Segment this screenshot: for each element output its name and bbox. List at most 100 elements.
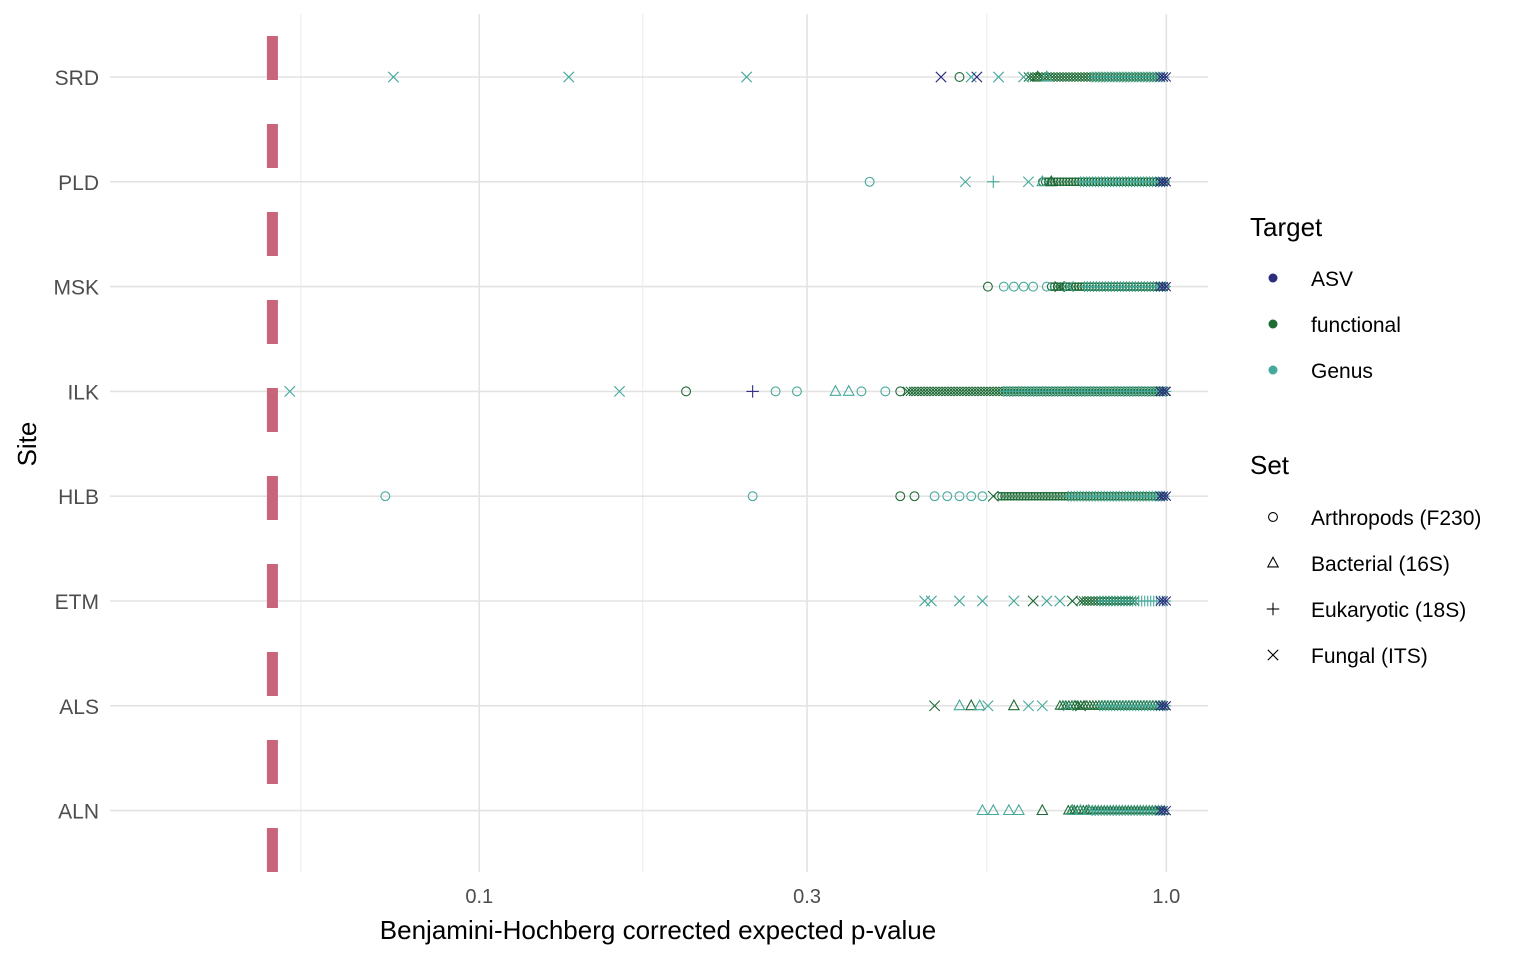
point-etm-52 — [1041, 595, 1053, 607]
point-etm-54 — [1066, 595, 1078, 607]
point-msk-17 — [982, 281, 993, 292]
y-tick-label-srd: SRD — [55, 67, 99, 90]
point-ilk-28 — [746, 385, 759, 398]
point-srd-2 — [741, 71, 753, 83]
point-msk-22 — [1041, 281, 1052, 292]
point-srd-5 — [965, 71, 977, 83]
point-hlb-42 — [954, 491, 965, 502]
y-tick-label-aln: ALN — [58, 801, 99, 824]
point-dense-5-2 — [1161, 176, 1172, 187]
point-als-55 — [929, 700, 941, 712]
point-als-56 — [953, 698, 966, 711]
point-dense-12-3 — [1003, 491, 1012, 501]
point-aln-66 — [987, 803, 1000, 816]
point-hlb-45 — [987, 490, 999, 502]
point-dense-12-2 — [1000, 491, 1009, 501]
dense-cluster-etm-genus — [1094, 595, 1172, 607]
point-dense-12-11 — [1027, 491, 1036, 501]
dense-cluster-ilk-asv — [1155, 386, 1172, 397]
point-dense-12-12 — [1030, 491, 1039, 501]
legend-key-functional — [1268, 319, 1278, 329]
point-dense-12-17 — [1045, 491, 1054, 501]
point-dense-3-6 — [1055, 177, 1065, 187]
point-ilk-25 — [284, 385, 296, 397]
point-aln-65 — [976, 803, 989, 816]
y-tick-label-msk: MSK — [53, 277, 99, 300]
point-ilk-27 — [681, 386, 692, 397]
point-etm-51 — [1027, 595, 1039, 607]
point-dense-23-1 — [1158, 805, 1169, 816]
point-msk-18 — [998, 281, 1009, 292]
point-dense-7-27 — [1160, 281, 1171, 292]
y-axis-ticks: ALN ALS ETM HLB ILK MSK PLD SRD — [53, 67, 99, 824]
point-als-59 — [982, 700, 994, 712]
y-tick-label-als: ALS — [59, 696, 99, 719]
point-pld-16 — [1045, 174, 1058, 187]
point-aln-70 — [1066, 803, 1079, 816]
point-dense-12-15 — [1039, 491, 1048, 501]
dense-cluster-pld-asv — [1155, 176, 1172, 187]
point-hlb-37 — [747, 491, 758, 502]
point-srd-7 — [992, 71, 1005, 83]
point-hlb-36 — [380, 491, 391, 502]
point-als-57 — [965, 698, 978, 711]
grid-lines — [110, 14, 1208, 872]
point-dense-6-5 — [1061, 282, 1071, 291]
dense-cluster-msk-asv — [1155, 281, 1172, 292]
point-ilk-32 — [842, 384, 855, 396]
x-axis-ticks: 0.1 0.3 1.0 — [465, 886, 1180, 908]
point-srd-6 — [971, 71, 983, 83]
legend-key-genus — [1268, 365, 1278, 375]
point-hlb-44 — [977, 491, 988, 502]
data-points — [284, 70, 1172, 816]
point-dense-6-0 — [1046, 282, 1056, 291]
point-srd-4 — [954, 72, 965, 82]
point-pld-12 — [959, 176, 971, 188]
legend-key-asv — [1268, 273, 1278, 283]
point-etm-50 — [1008, 595, 1020, 607]
x-tick-label-1: 0.3 — [793, 886, 821, 908]
x-tick-label-0: 0.1 — [465, 886, 493, 908]
point-dense-12-16 — [1042, 491, 1051, 501]
point-etm-48 — [953, 595, 966, 607]
point-dense-20-1 — [1158, 700, 1169, 711]
point-dense-23-2 — [1161, 805, 1172, 816]
dense-cluster-hlb-genus — [1062, 490, 1170, 502]
point-dense-12-18 — [1048, 491, 1057, 501]
dense-cluster-srd-asv — [1155, 72, 1172, 82]
legend: Target ASV functional Genus Set Arthropods… — [1250, 212, 1481, 668]
point-dense-12-14 — [1036, 491, 1045, 501]
point-dense-6-6 — [1064, 282, 1074, 291]
legend-key-circle — [1268, 512, 1278, 522]
point-etm-49 — [976, 595, 989, 607]
point-msk-20 — [1018, 281, 1029, 292]
dense-cluster-aln-genus — [1086, 805, 1170, 816]
point-dense-14-2 — [1161, 491, 1172, 502]
point-aln-69 — [1036, 803, 1049, 816]
legend-key-cross — [1267, 649, 1279, 661]
point-als-61 — [1022, 700, 1035, 712]
point-als-62 — [1036, 700, 1048, 712]
point-srd-3 — [935, 71, 947, 83]
point-dense-6-2 — [1052, 282, 1062, 291]
dense-cluster-ilk-genus — [998, 386, 1172, 397]
point-msk-19 — [1008, 281, 1019, 292]
point-hlb-40 — [929, 491, 940, 502]
point-dense-2-1 — [1158, 72, 1169, 82]
point-dense-12-7 — [1015, 491, 1024, 501]
x-tick-label-2: 1.0 — [1152, 886, 1180, 908]
legend-key-plus — [1266, 602, 1280, 616]
point-ilk-31 — [829, 384, 842, 396]
point-pld-11 — [864, 176, 875, 187]
dense-cluster-als-asv — [1155, 700, 1172, 711]
legend-label-plus: Eukaryotic (18S) — [1311, 599, 1466, 622]
y-tick-label-etm: ETM — [55, 591, 99, 614]
point-pld-15 — [1036, 174, 1049, 187]
point-dense-5-1 — [1158, 176, 1169, 187]
point-srd-10 — [1040, 70, 1053, 82]
point-aln-68 — [1012, 803, 1025, 816]
point-dense-3-9 — [1064, 177, 1074, 187]
point-aln-72 — [1082, 803, 1095, 816]
point-hlb-38 — [895, 491, 906, 502]
